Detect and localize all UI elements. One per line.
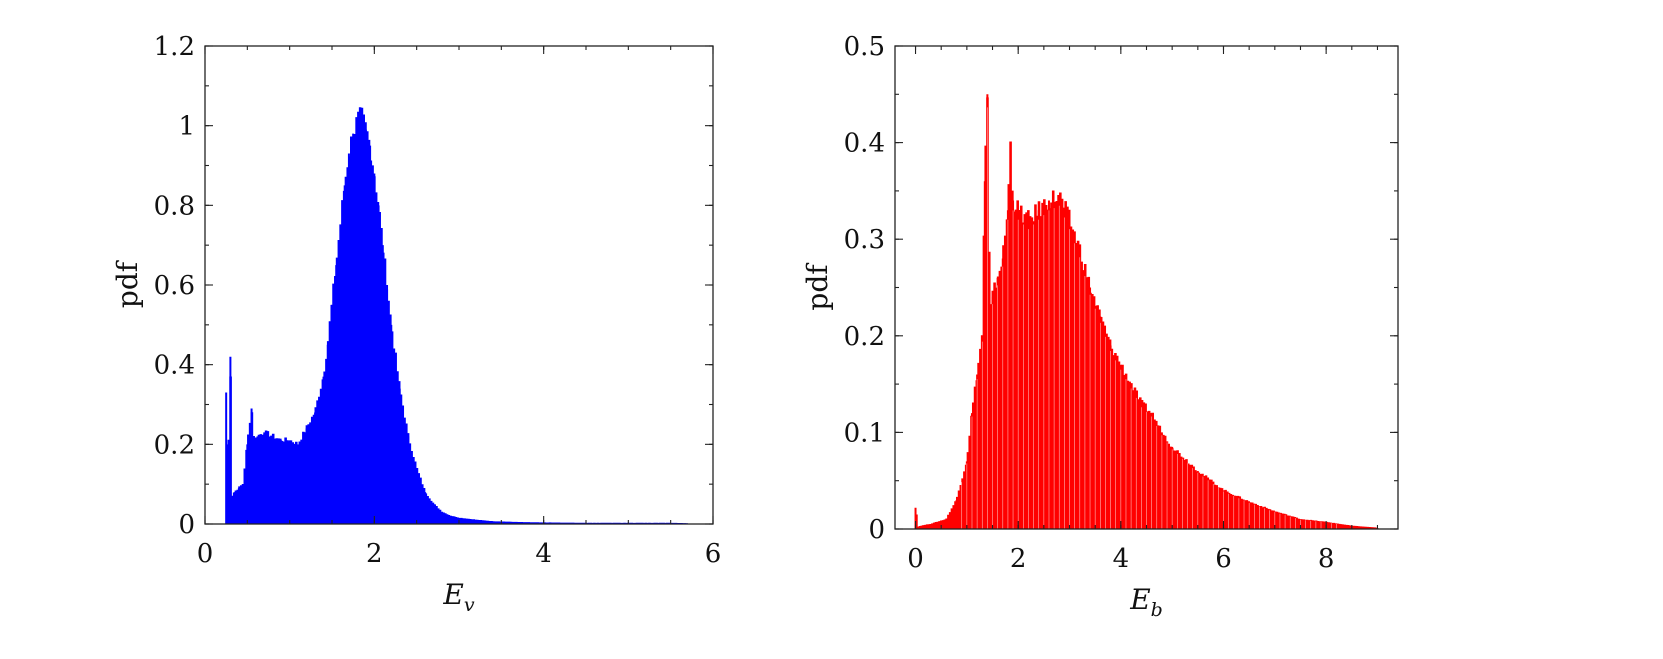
x-tick-label: 4: [535, 539, 552, 569]
y-tick-label: 1.2: [154, 32, 195, 62]
y-tick-label: 0: [178, 510, 195, 540]
chart-eb-histogram: 0 2 4 6 8 0 0.1 0.2 0.3 0.4 0.5 pdf Eb: [801, 32, 1399, 621]
x-axis-label-subscript: v: [464, 594, 475, 616]
y-axis-label: pdf: [801, 262, 834, 311]
histogram-area: [225, 107, 688, 525]
y-tick-label: 1: [178, 112, 195, 142]
x-tick-label: 4: [1113, 544, 1130, 574]
x-axis-label-main: E: [1129, 583, 1150, 616]
chart-ev-histogram: 0 2 4 6 0 0.2 0.4 0.6 0.8 1 1.2 pdf Ev: [111, 32, 721, 616]
y-tick-label: 0.2: [154, 430, 195, 460]
y-tick-label: 0.4: [154, 351, 195, 381]
x-axis-label: Ev: [442, 578, 474, 616]
x-tick-label: 6: [1215, 544, 1232, 574]
x-tick-label: 2: [366, 539, 383, 569]
y-tick-label: 0: [868, 515, 885, 545]
y-tick-label: 0.2: [844, 322, 885, 352]
x-tick-label: 0: [907, 544, 924, 574]
y-tick-label: 0.4: [844, 129, 885, 159]
y-axis-label: pdf: [111, 259, 144, 308]
y-tick-label: 0.6: [154, 271, 195, 301]
y-tick-label: 0.5: [844, 32, 885, 62]
x-axis-label-subscript: b: [1151, 599, 1163, 621]
x-axis-label: Eb: [1129, 583, 1163, 621]
y-tick-label: 0.3: [844, 225, 885, 255]
x-tick-label: 2: [1010, 544, 1027, 574]
y-tick-label: 0.8: [154, 191, 195, 221]
x-tick-label: 6: [705, 539, 722, 569]
x-axis-label-main: E: [442, 578, 463, 611]
y-tick-label: 0.1: [844, 418, 885, 448]
x-tick-label: 0: [197, 539, 214, 569]
x-tick-label: 8: [1318, 544, 1335, 574]
